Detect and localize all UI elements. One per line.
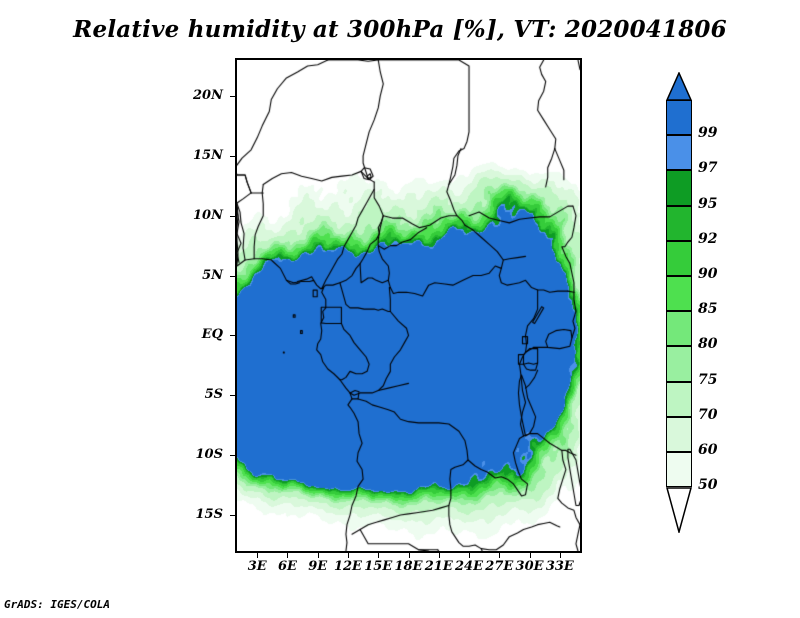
x-tick-mark bbox=[529, 552, 531, 558]
x-tick-label: 15E bbox=[364, 559, 393, 574]
y-tick-mark bbox=[230, 395, 236, 397]
y-tick-mark bbox=[230, 275, 236, 277]
x-tick-mark bbox=[559, 552, 561, 558]
x-tick-label: 27E bbox=[485, 559, 514, 574]
x-tick-mark bbox=[469, 552, 471, 558]
y-tick-mark bbox=[230, 155, 236, 157]
x-tick-mark bbox=[378, 552, 380, 558]
x-tick-label: 33E bbox=[545, 559, 574, 574]
colorbar-band bbox=[666, 381, 692, 417]
y-tick-label: 5N bbox=[202, 267, 223, 283]
colorbar-tick-label: 85 bbox=[698, 301, 718, 318]
x-tick-label: 12E bbox=[333, 559, 362, 574]
y-tick-label: 15S bbox=[195, 507, 223, 523]
colorbar-band bbox=[666, 311, 692, 347]
country-borders-overlay bbox=[237, 60, 580, 551]
colorbar-tick-label: 75 bbox=[698, 371, 718, 388]
colorbar-band bbox=[666, 276, 692, 312]
x-tick-label: 24E bbox=[455, 559, 484, 574]
x-tick-mark bbox=[347, 552, 349, 558]
colorbar-band bbox=[666, 452, 692, 488]
colorbar-band bbox=[666, 416, 692, 452]
x-tick-label: 9E bbox=[308, 559, 328, 574]
x-tick-mark bbox=[499, 552, 501, 558]
colorbar-under-arrow bbox=[666, 487, 692, 536]
credit-label: GrADS: IGES/COLA bbox=[4, 598, 110, 611]
colorbar-tick-label: 70 bbox=[698, 406, 718, 423]
x-tick-mark bbox=[317, 552, 319, 558]
y-tick-mark bbox=[230, 95, 236, 97]
colorbar-tick-label: 50 bbox=[698, 477, 718, 494]
x-tick-mark bbox=[257, 552, 259, 558]
y-tick-label: 10N bbox=[193, 207, 223, 223]
colorbar-band bbox=[666, 135, 692, 171]
x-tick-label: 6E bbox=[277, 559, 297, 574]
y-tick-mark bbox=[230, 455, 236, 457]
x-tick-label: 21E bbox=[424, 559, 453, 574]
y-tick-label: 10S bbox=[195, 447, 223, 463]
x-tick-mark bbox=[287, 552, 289, 558]
colorbar-band bbox=[666, 205, 692, 241]
colorbar-over-arrow bbox=[665, 71, 693, 101]
colorbar: 99 97 95 92 90 85 80 75 70 60 50 bbox=[665, 71, 717, 552]
colorbar-tick-label: 92 bbox=[698, 230, 718, 247]
colorbar-band bbox=[666, 240, 692, 276]
y-tick-label: EQ bbox=[201, 327, 223, 343]
colorbar-band bbox=[666, 170, 692, 206]
x-tick-label: 30E bbox=[515, 559, 544, 574]
colorbar-tick-label: 97 bbox=[698, 160, 718, 177]
colorbar-band bbox=[666, 100, 692, 136]
map-plot-area bbox=[235, 58, 582, 553]
x-tick-label: 18E bbox=[394, 559, 423, 574]
colorbar-tick-label: 99 bbox=[698, 125, 718, 142]
y-tick-label: 15N bbox=[193, 147, 223, 163]
colorbar-tick-label: 95 bbox=[698, 195, 718, 212]
chart-title: Relative humidity at 300hPa [%], VT: 202… bbox=[73, 16, 727, 43]
y-tick-mark bbox=[230, 515, 236, 517]
y-tick-mark bbox=[230, 215, 236, 217]
colorbar-tick-label: 80 bbox=[698, 336, 718, 353]
y-tick-label: 20N bbox=[193, 87, 223, 103]
y-tick-label: 5S bbox=[204, 387, 223, 403]
x-tick-label: 3E bbox=[247, 559, 267, 574]
x-tick-mark bbox=[408, 552, 410, 558]
y-tick-mark bbox=[230, 335, 236, 337]
colorbar-tick-label: 60 bbox=[698, 442, 718, 458]
colorbar-band bbox=[666, 346, 692, 382]
x-tick-mark bbox=[438, 552, 440, 558]
colorbar-tick-label: 90 bbox=[698, 266, 718, 282]
